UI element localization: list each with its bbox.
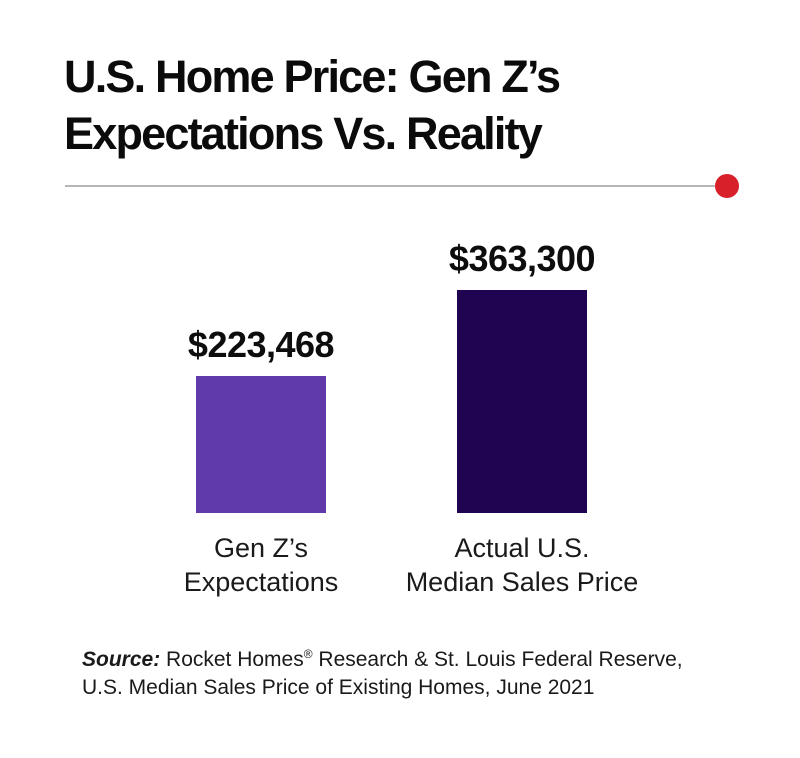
red-dot-icon [715,174,739,198]
value-label-actual: $363,300 [448,238,596,279]
category-actual-line-1: Actual U.S. [454,533,590,563]
source-note: Source: Rocket Homes® Research & St. Lou… [82,646,683,702]
bar-gen-z-expectations [196,376,326,513]
bar-group-gen-z: $223,468 [188,324,335,513]
source-text-3: U.S. Median Sales Price of Existing Home… [82,676,595,699]
category-label-actual: Actual U.S. Median Sales Price [391,531,653,599]
page-title: U.S. Home Price: Gen Z’s Expectations Vs… [64,48,561,162]
bar-actual-median-price [457,290,587,513]
source-text-2: Research & St. Louis Federal Reserve, [312,648,683,671]
title-line-2: Expectations Vs. Reality [64,108,543,159]
bar-chart: $223,468 $363,300 [188,238,596,513]
value-label-gen-z: $223,468 [187,324,335,365]
category-gen-z-line-2: Expectations [183,567,339,597]
divider-line [65,185,717,187]
category-gen-z-line-1: Gen Z’s [213,533,309,563]
category-actual-line-2: Median Sales Price [405,567,639,597]
source-prefix: Source: [82,648,161,671]
category-label-gen-z: Gen Z’s Expectations [130,531,392,599]
title-line-1: U.S. Home Price: Gen Z’s [64,51,561,102]
bar-group-actual: $363,300 [449,238,596,513]
registered-trademark-icon: ® [303,647,313,661]
source-text-1: Rocket Homes [160,648,304,671]
